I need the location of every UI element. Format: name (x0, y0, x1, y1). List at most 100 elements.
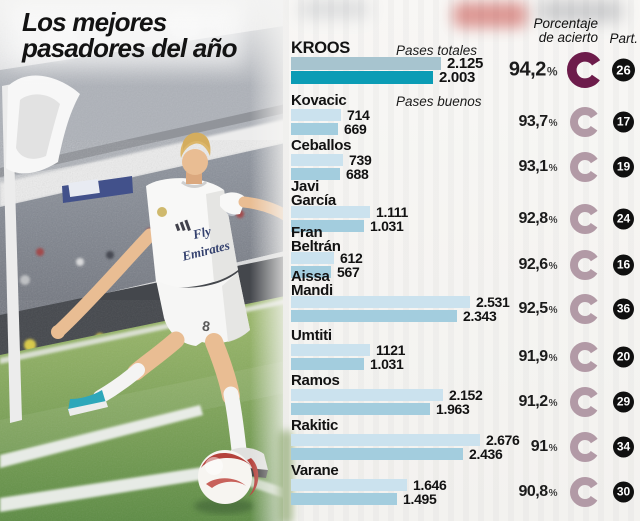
participation-badge: 19 (613, 156, 634, 178)
title-line-1: Los mejores (22, 7, 167, 37)
value-pases-totales: 714 (347, 107, 370, 123)
bar-pases-totales (291, 154, 343, 166)
percent-sign: % (548, 305, 558, 316)
accuracy-value: 92,6 (518, 256, 548, 273)
accuracy-value: 90,8 (518, 483, 548, 500)
player-left-arm (53, 228, 157, 337)
accuracy-percent: 92,6% (433, 256, 557, 274)
player-row: Fran Beltrán 612 567 92,6% 16 (283, 225, 640, 280)
jersey-sponsor-text: Fly (190, 223, 212, 242)
photo-blur-red (453, 2, 527, 28)
player-name: Aissa Mandi (291, 268, 333, 299)
value-pases-totales: 739 (349, 152, 372, 168)
percent-sign: % (548, 163, 558, 174)
value-pases-buenos: 2.003 (439, 68, 476, 86)
bar-line-totales: 2.152 (291, 387, 571, 403)
percent-sign: % (548, 443, 558, 454)
bar-pases-buenos (291, 168, 340, 180)
accuracy-header-line2: de acierto (538, 30, 598, 45)
corner-line (0, 405, 203, 468)
shirt-number: 8 (201, 318, 211, 335)
bar-pases-totales (291, 206, 370, 218)
bar-pases-buenos (291, 70, 433, 84)
player-name: KROOS (291, 39, 351, 57)
bar-group: 2.531 2.343 (291, 294, 571, 324)
percent-sign: % (548, 261, 558, 272)
percent-sign: % (548, 353, 558, 364)
accuracy-value: 94,2 (508, 58, 546, 81)
accuracy-percent: 92,8% (433, 210, 557, 228)
accuracy-value: 92,5 (518, 300, 548, 317)
accuracy-value: 93,7 (518, 113, 548, 130)
bar-line-buenos: 2.436 (291, 446, 571, 462)
bar-line-totales: 714 (291, 107, 571, 123)
participation-badge: 34 (613, 436, 634, 458)
accuracy-donut-icon (567, 52, 603, 88)
player-name: Javi García (291, 178, 336, 209)
bar-line-buenos: 2.003 (291, 68, 571, 86)
player-name: Ramos (291, 372, 340, 389)
value-pases-totales: 1.646 (413, 477, 447, 493)
bar-group: 612 567 (291, 250, 571, 280)
value-pases-totales: 612 (340, 250, 363, 266)
bar-group: 1.111 1.031 (291, 204, 571, 234)
value-pases-buenos: 1.495 (403, 491, 437, 507)
value-pases-totales: 2.125 (447, 54, 484, 72)
corner-line (0, 458, 264, 512)
player-figure: Fly Emirates 8 (51, 132, 290, 478)
accuracy-value: 91,2 (518, 393, 548, 410)
player-name: Rakitic (291, 417, 339, 434)
value-pases-buenos: 688 (346, 166, 369, 182)
bar-pases-totales (291, 56, 441, 70)
player-row: Rakitic 2.676 2.436 91% 34 (283, 417, 640, 465)
bar-line-totales: 739 (291, 152, 571, 168)
accuracy-percent: 90,8% (433, 483, 557, 501)
participation-badge: 36 (613, 298, 634, 320)
accuracy-percent: 93,7% (433, 113, 557, 131)
bar-pases-totales (291, 344, 370, 356)
accuracy-value: 92,8 (518, 210, 548, 227)
value-pases-buenos: 1.031 (370, 356, 404, 372)
bar-pases-buenos (291, 220, 364, 232)
grass-peek (279, 430, 293, 521)
bar-line-buenos: 1.963 (291, 401, 571, 417)
player-row: KROOS 2.125 2.003 94,2% 26 (283, 39, 640, 88)
player-name: Umtiti (291, 327, 332, 344)
value-pases-totales: 2.676 (486, 432, 520, 448)
bar-line-buenos: 1.031 (291, 356, 571, 372)
participation-badge: 24 (613, 208, 634, 230)
value-pases-buenos: 2.343 (463, 308, 497, 324)
bar-line-totales: 2.125 (291, 54, 571, 72)
accuracy-percent: 93,1% (433, 158, 557, 176)
bar-pases-buenos (291, 358, 364, 370)
bar-line-totales: 612 (291, 250, 571, 266)
participation-badge: 20 (613, 346, 634, 368)
title-line-2: pasadores del año (22, 33, 238, 63)
player-name: Ceballos (291, 137, 352, 154)
bar-line-totales: 2.531 (291, 294, 571, 310)
bar-line-buenos: 1.495 (291, 491, 571, 507)
bar-pases-totales (291, 479, 407, 491)
bar-pases-buenos (291, 310, 457, 322)
bar-pases-totales (291, 296, 470, 308)
value-pases-totales: 1.111 (376, 204, 408, 220)
participation-badge: 26 (612, 58, 635, 82)
bar-pases-buenos (291, 123, 338, 135)
accuracy-percent: 91% (433, 438, 558, 456)
accuracy-value: 91 (530, 438, 548, 455)
player-row: Javi García 1.111 1.031 92,8% 24 (283, 178, 640, 234)
participation-badge: 29 (613, 391, 634, 413)
value-pases-buenos: 567 (337, 264, 360, 280)
percent-sign: % (548, 398, 558, 409)
bar-group: 714 669 (291, 107, 571, 137)
infographic-title: Los mejores pasadores del año (22, 7, 238, 63)
accuracy-percent: 91,2% (433, 393, 557, 411)
participation-badge: 30 (613, 481, 634, 503)
accuracy-donut-icon (570, 477, 600, 507)
bar-pases-totales (291, 109, 341, 121)
accuracy-donut-icon (570, 432, 600, 462)
player-row: Umtiti 1121 1.031 91,9% 20 (283, 327, 640, 375)
bar-line-totales: 1.111 (291, 204, 571, 220)
bar-pases-totales (291, 389, 443, 401)
